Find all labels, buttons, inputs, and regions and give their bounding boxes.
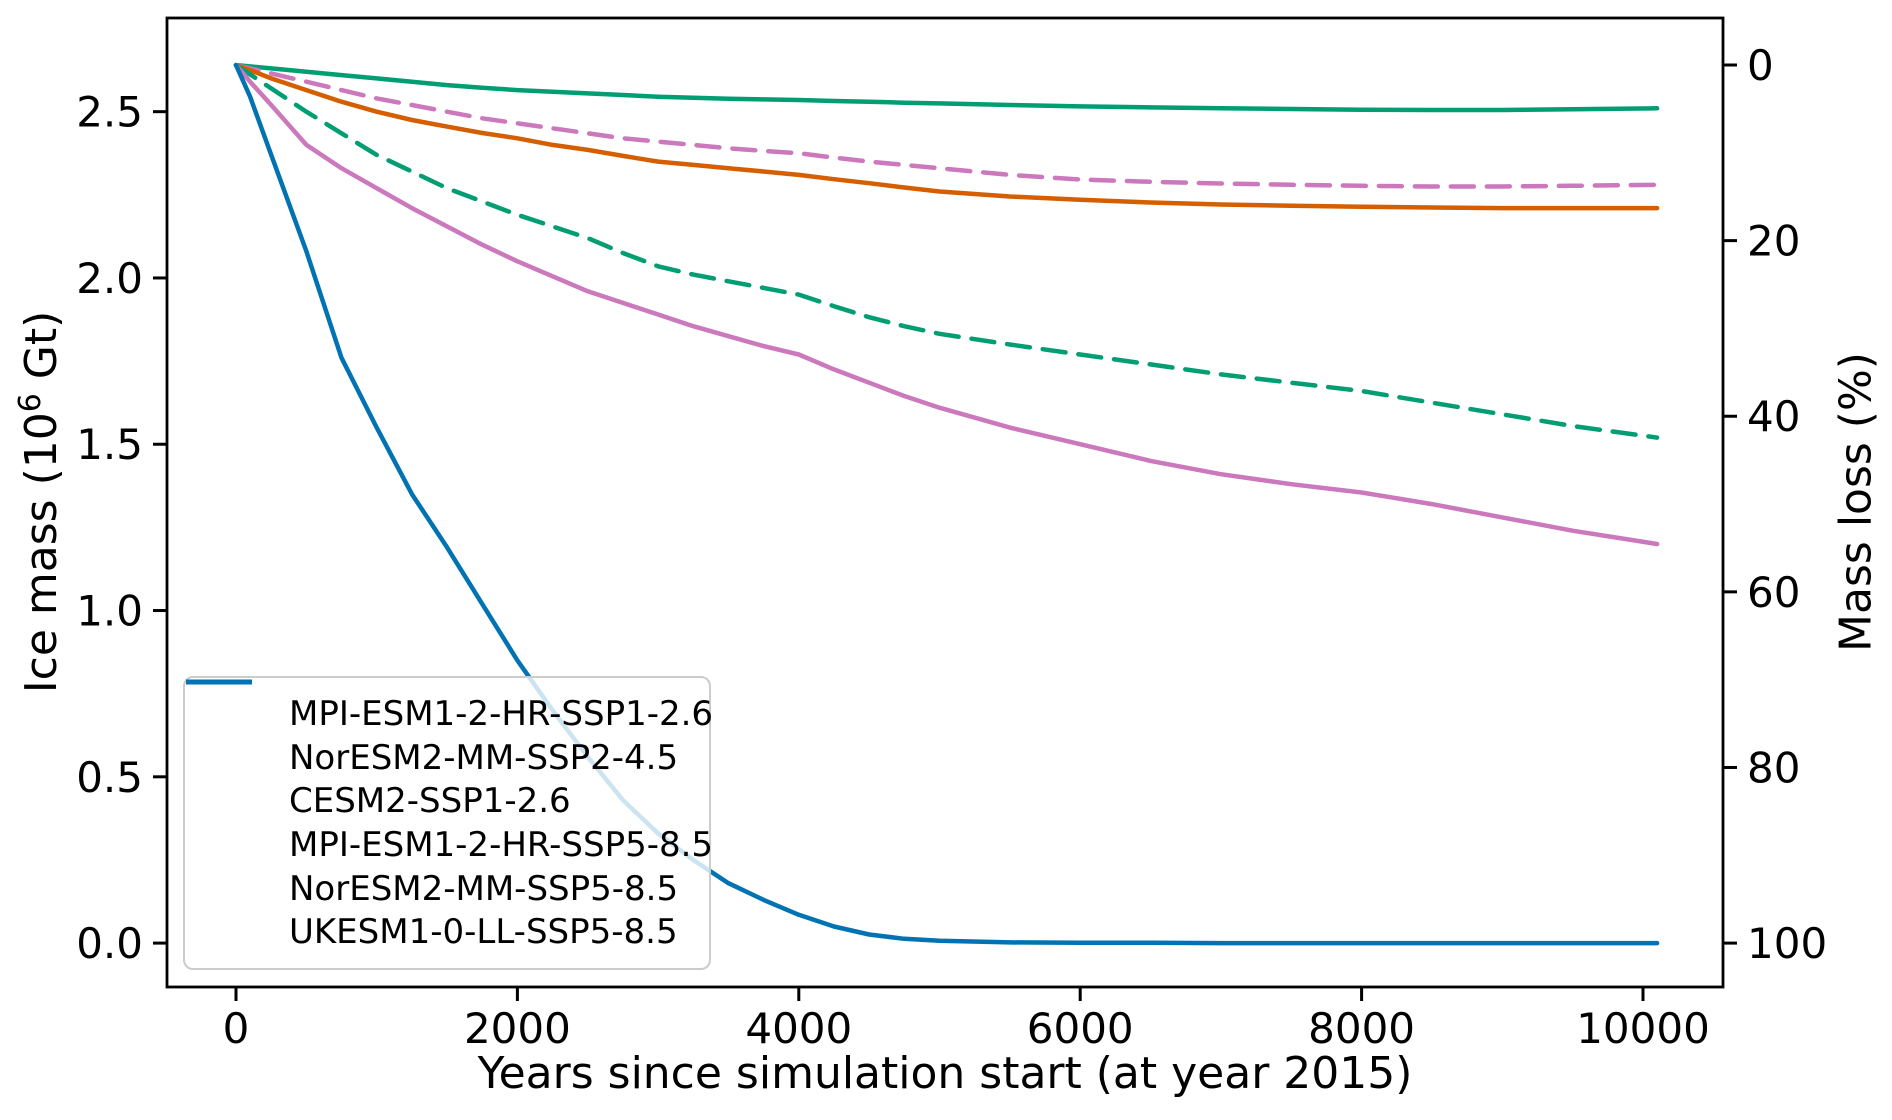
series-curves	[233, 62, 1660, 946]
legend-label: CESM2-SSP1-2.6	[289, 781, 571, 822]
x-tick-label: 6000	[1027, 1004, 1134, 1053]
x-tick-label: 2000	[464, 1004, 571, 1053]
legend-label: MPI-ESM1-2-HR-SSP5-8.5	[289, 824, 714, 865]
legend-label: UKESM1-0-LL-SSP5-8.5	[289, 912, 678, 953]
x-axis-ticks: 0 2000 4000 6000 8000 10000	[223, 987, 1710, 1053]
legend-label: NorESM2-MM-SSP2-4.5	[289, 737, 679, 778]
y-axis-right-ticks: 0 20 40 60 80 100	[1723, 41, 1827, 968]
series-line-1	[233, 62, 1660, 189]
y-left-tick-label: 0.0	[76, 919, 143, 968]
y-right-tick-label: 20	[1747, 217, 1800, 266]
legend-item: CESM2-SSP1-2.6	[186, 679, 689, 823]
y-left-tick-label: 2.0	[76, 254, 143, 303]
y-left-tick-label: 2.5	[76, 88, 143, 137]
y-right-tick-label: 60	[1747, 568, 1800, 617]
x-tick-label: 0	[223, 1004, 250, 1053]
y-left-tick-label: 1.0	[76, 587, 143, 636]
legend-label: NorESM2-MM-SSP5-8.5	[289, 868, 679, 909]
x-tick-label: 4000	[745, 1004, 852, 1053]
x-tick-label: 8000	[1308, 1004, 1415, 1053]
legend-item: NorESM2-MM-SSP5-8.5	[186, 679, 689, 911]
legend-item: MPI-ESM1-2-HR-SSP5-8.5	[186, 679, 713, 867]
y-right-tick-label: 80	[1747, 743, 1800, 792]
y-left-tick-label: 0.5	[76, 753, 143, 802]
series-line-5	[233, 62, 1660, 946]
series-line-0	[233, 62, 1660, 113]
y-right-tick-label: 40	[1747, 392, 1800, 441]
legend-item: MPI-ESM1-2-HR-SSP1-2.6	[186, 679, 713, 736]
series-line-3	[233, 62, 1660, 440]
x-tick-label: 10000	[1576, 1004, 1710, 1053]
legend: MPI-ESM1-2-HR-SSP1-2.6 NorESM2-MM-SSP2-4.…	[183, 676, 713, 970]
y-right-tick-label: 0	[1747, 41, 1774, 90]
legend-label: MPI-ESM1-2-HR-SSP1-2.6	[289, 693, 714, 734]
plot-spines	[165, 16, 1725, 989]
y-axis-left-ticks: 0.0 0.5 1.0 1.5 2.0 2.5	[76, 88, 167, 968]
y-right-tick-label: 100	[1747, 919, 1827, 968]
y-axis-label-right: Mass loss (%)	[1830, 352, 1882, 652]
series-line-2	[233, 62, 1660, 211]
legend-item: NorESM2-MM-SSP2-4.5	[186, 679, 689, 780]
series-line-4	[233, 62, 1660, 547]
y-left-tick-label: 1.5	[76, 420, 143, 469]
x-axis-label: Years since simulation start (at year 20…	[477, 1048, 1413, 1099]
y-axis-label-left: Ice mass (106 Gt)	[13, 310, 67, 694]
legend-item: UKESM1-0-LL-SSP5-8.5	[186, 679, 689, 954]
